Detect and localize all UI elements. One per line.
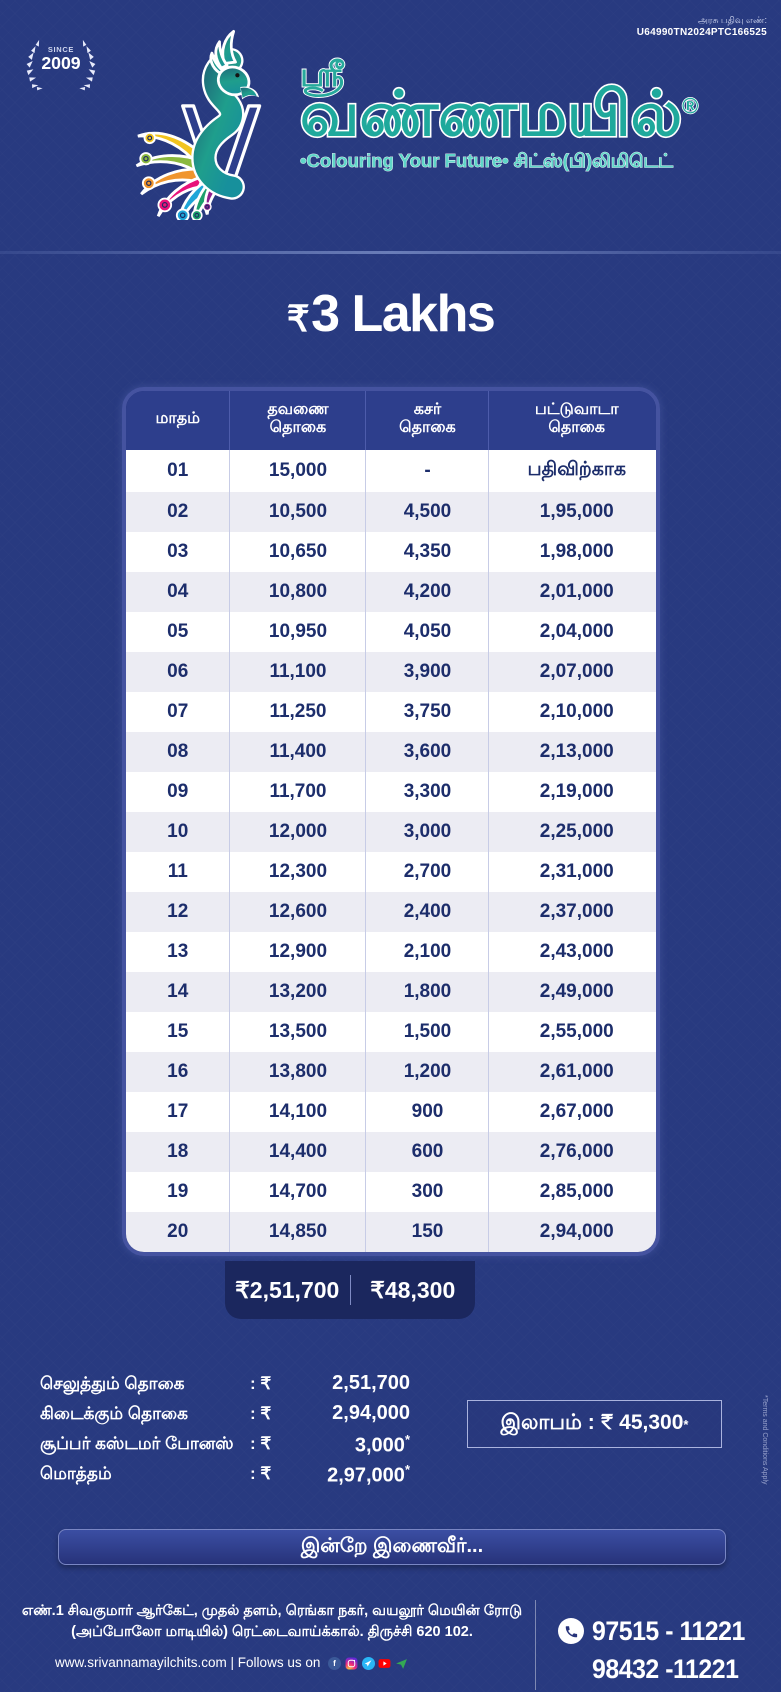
svg-text:f: f [333, 1659, 336, 1668]
svg-text:2009: 2009 [41, 53, 80, 73]
